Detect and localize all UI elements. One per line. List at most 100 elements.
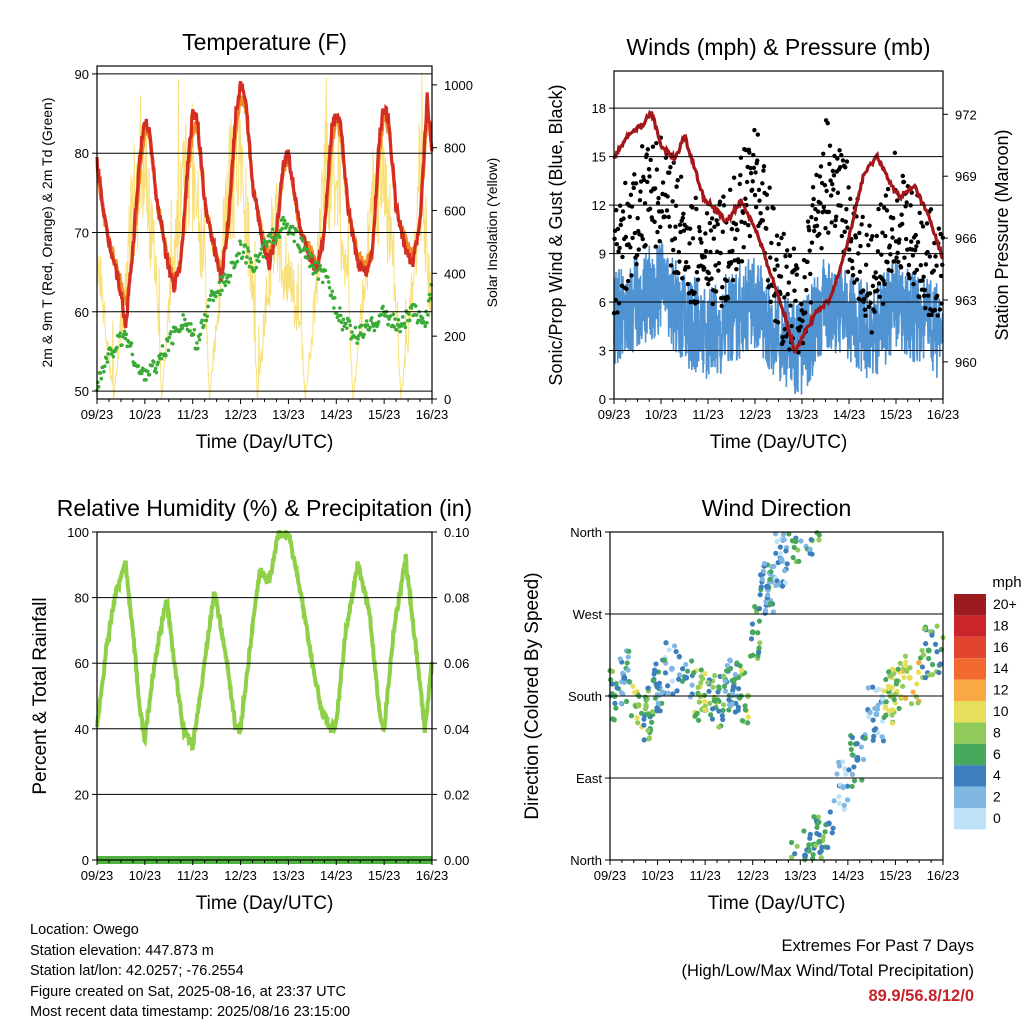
gust-point [732, 258, 737, 263]
gust-point [829, 220, 834, 225]
gust-point [739, 219, 744, 225]
gust-point [735, 227, 740, 233]
humidity-y2tick-label: 0.04 [444, 722, 469, 737]
dewpoint-point [243, 243, 247, 247]
gust-point [654, 140, 659, 146]
dewpoint-point [425, 320, 429, 325]
direction-point [719, 712, 725, 719]
gust-point [844, 159, 850, 164]
dewpoint-point [305, 247, 309, 252]
dewpoint-point [160, 344, 165, 348]
direction-xtick-label: 10/23 [641, 868, 674, 883]
direction-point [802, 852, 809, 859]
gust-point [890, 235, 895, 240]
direction-point [618, 690, 624, 696]
gust-point [786, 280, 792, 285]
winds-title: Winds (mph) & Pressure (mb) [626, 34, 930, 60]
direction-point [748, 636, 755, 642]
winds-ytick-label: 0 [599, 392, 606, 407]
gust-point [631, 185, 636, 191]
gust-point [656, 195, 661, 201]
gust-point [858, 243, 863, 249]
direction-point [724, 668, 730, 674]
dewpoint-point [267, 239, 272, 244]
legend-label: 4 [993, 767, 1001, 783]
gust-point [862, 296, 867, 302]
dewpoint-point [359, 323, 364, 328]
elevation-label: Station elevation: 447.873 m [30, 942, 214, 959]
gust-point [933, 254, 938, 259]
dewpoint-point [427, 292, 432, 297]
direction-point [739, 717, 745, 724]
gust-point [806, 228, 812, 233]
direction-point [807, 835, 813, 841]
direction-point [716, 686, 722, 692]
dewpoint-point [386, 322, 390, 327]
dewpoint-point [372, 328, 377, 333]
direction-point [870, 684, 876, 690]
direction-point [791, 544, 797, 550]
direction-ytick-label: North [570, 525, 602, 540]
gust-point [715, 222, 720, 227]
gust-point [664, 208, 670, 213]
dewpoint-point [238, 239, 242, 243]
gust-point [671, 247, 676, 253]
direction-point [755, 630, 761, 636]
direction-point [795, 547, 801, 553]
gust-point [690, 205, 695, 210]
direction-point [650, 677, 656, 684]
temp-2m-line [95, 81, 434, 329]
gust-point [927, 254, 933, 259]
gust-point [742, 220, 748, 226]
gust-point [912, 248, 918, 253]
humidity-xtick-label: 09/23 [81, 868, 114, 883]
direction-point [782, 568, 788, 574]
direction-point [860, 756, 867, 763]
gust-point [826, 209, 832, 215]
dewpoint-point [423, 324, 428, 329]
gust-point [840, 158, 846, 163]
gust-point [923, 262, 929, 267]
dewpoint-point [394, 328, 399, 332]
winds-xtick-label: 14/23 [833, 407, 866, 422]
direction-point [807, 831, 813, 837]
gust-point [830, 168, 836, 174]
gust-point [913, 232, 918, 238]
direction-point [820, 834, 826, 840]
gust-point [764, 226, 769, 231]
pressure-line [612, 109, 944, 354]
gust-point [628, 192, 634, 198]
dewpoint-point [285, 222, 290, 226]
gust-point [707, 220, 713, 226]
direction-point [684, 668, 691, 674]
direction-point [759, 576, 765, 582]
gust-point [791, 246, 797, 251]
direction-point [865, 685, 871, 691]
gust-point [814, 223, 820, 229]
winds-ytick-label: 3 [599, 344, 606, 359]
dewpoint-point [186, 321, 191, 326]
temperature-xtick-label: 16/23 [416, 407, 449, 422]
direction-point [649, 719, 655, 725]
gust-point [848, 196, 853, 202]
gust-point [746, 222, 751, 228]
humidity-y2tick-label: 0.06 [444, 656, 469, 671]
direction-point [626, 678, 632, 685]
direction-point [750, 652, 756, 658]
gust-point [711, 236, 717, 241]
extremes-panel: Extremes For Past 7 Days (High/Low/Max W… [681, 934, 974, 1009]
direction-point [768, 600, 774, 606]
gust-point [659, 209, 665, 214]
gust-point [904, 200, 909, 205]
gust-point [752, 127, 757, 133]
direction-point [722, 688, 729, 694]
dewpoint-point [106, 352, 110, 356]
gust-point [756, 187, 762, 193]
direction-point [858, 744, 864, 750]
dewpoint-point [150, 363, 154, 368]
gust-point [846, 247, 852, 252]
gust-point [831, 173, 837, 178]
gust-point [814, 172, 819, 178]
gust-point [654, 167, 660, 172]
direction-point [695, 684, 701, 690]
